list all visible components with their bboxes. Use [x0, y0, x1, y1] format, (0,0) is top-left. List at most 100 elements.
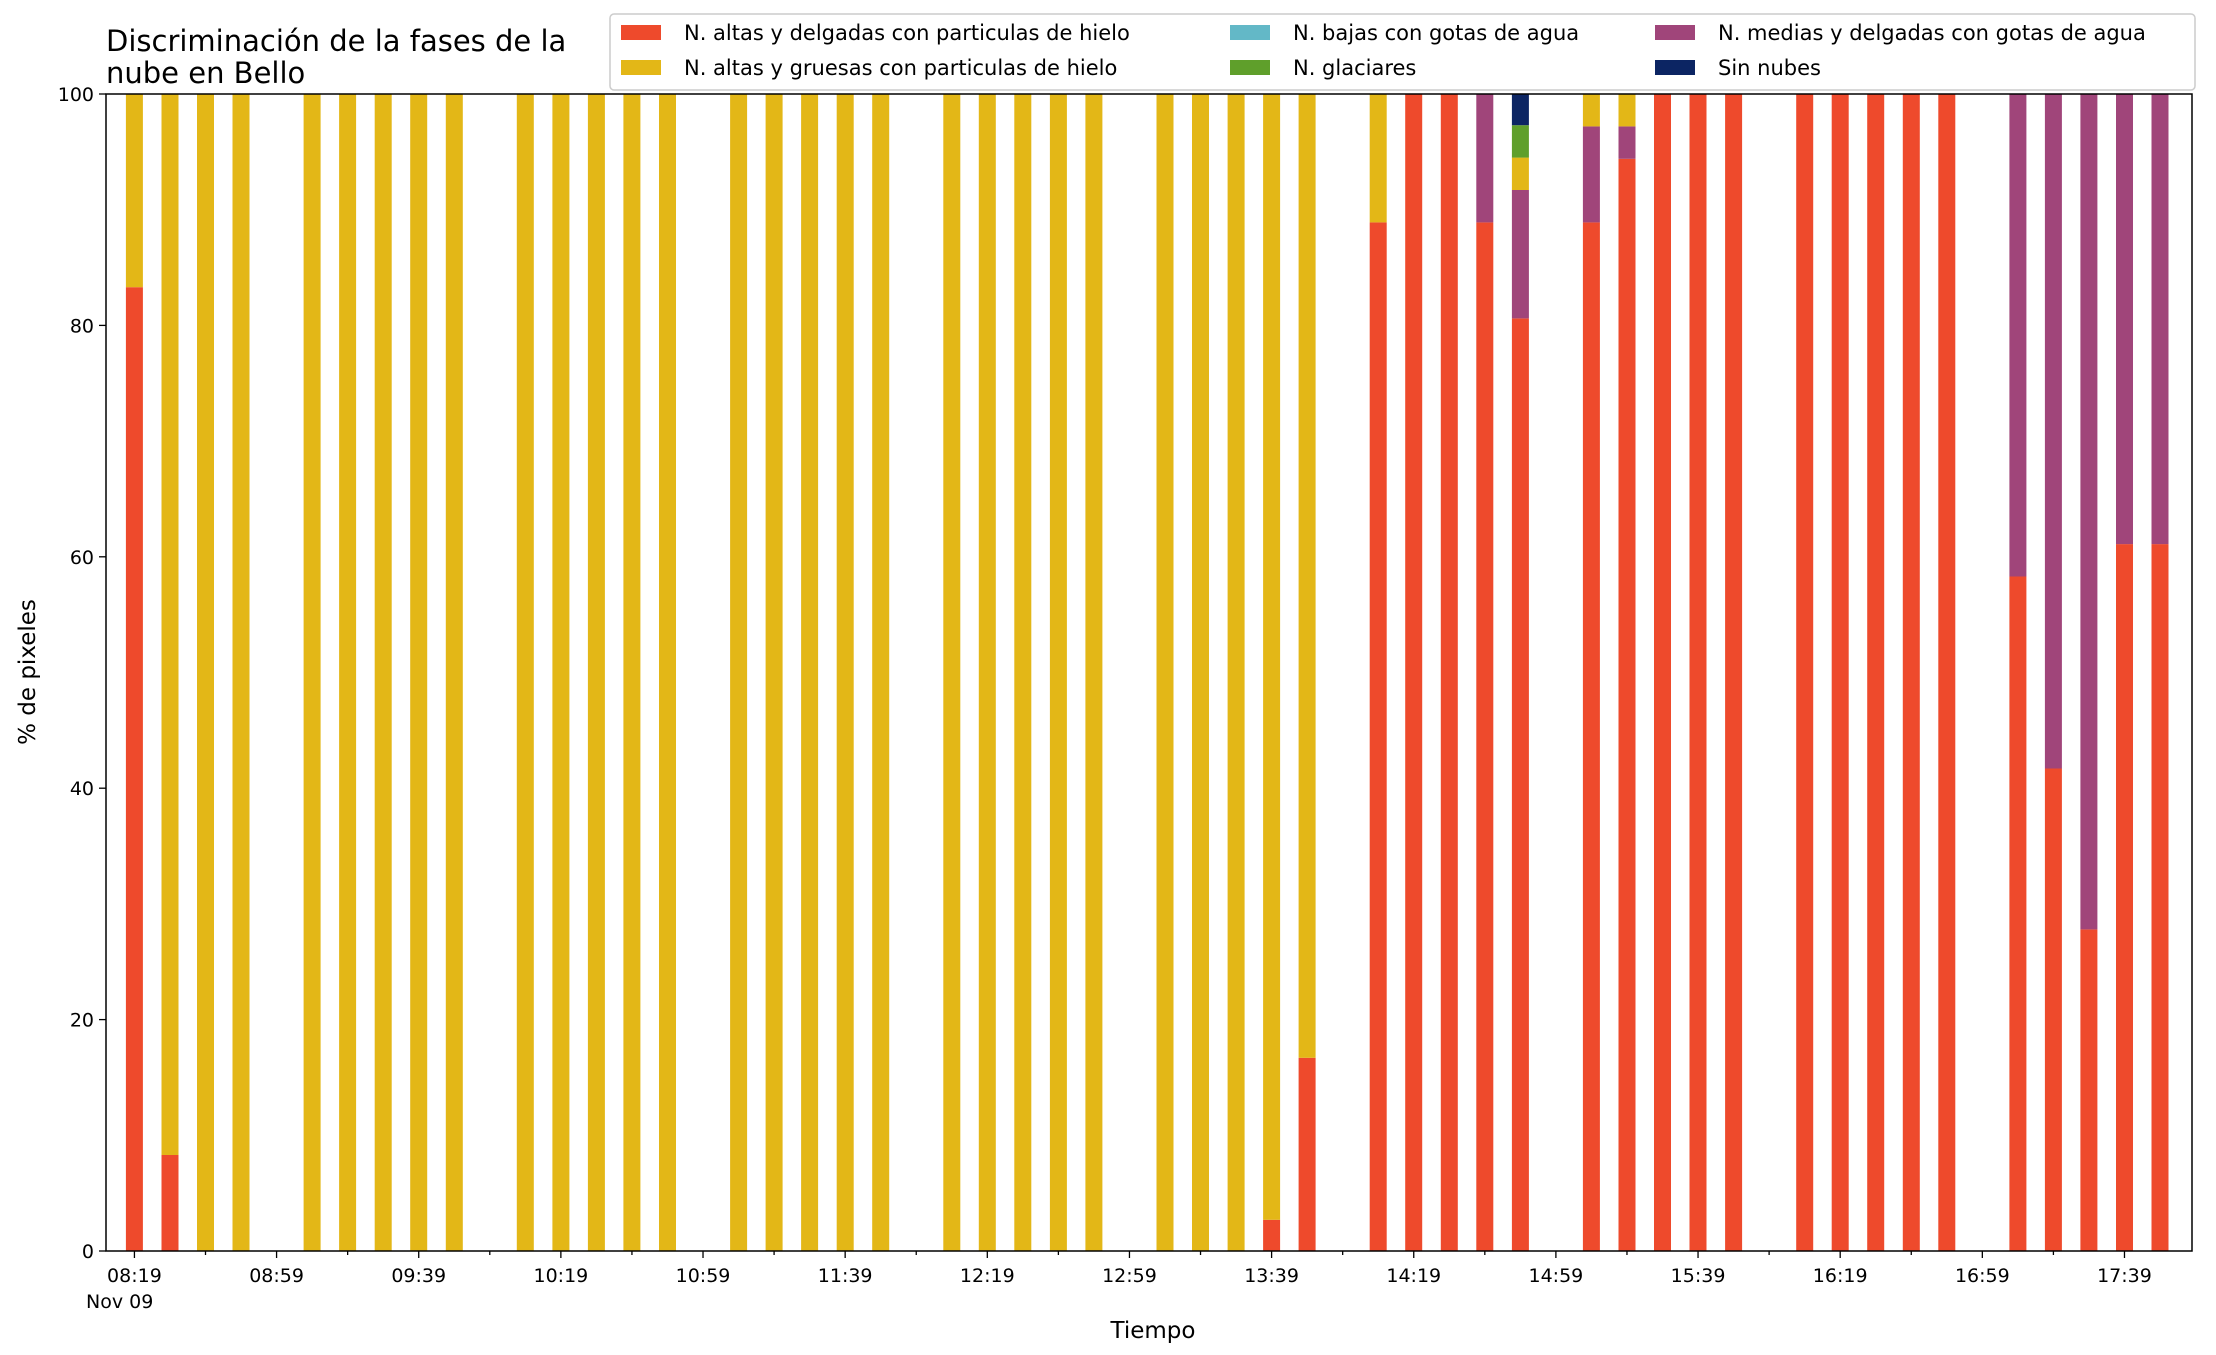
x-tick-label: 14:59 — [1529, 1265, 1584, 1287]
bar-segment-1329-s3 — [1227, 94, 1245, 1251]
x-tick-label: 11:39 — [818, 1265, 873, 1287]
bar-segment-0849-s3 — [232, 94, 250, 1251]
bar-segment-1029-s3 — [587, 94, 605, 1251]
bar-segment-1009-s3 — [516, 94, 534, 1251]
bar-segment-0909-s3 — [303, 94, 321, 1251]
bar-segment-1739-s0 — [2116, 544, 2133, 1251]
bar-segment-1309-s3 — [1156, 94, 1174, 1251]
bar-segment-0919-s3 — [339, 94, 357, 1251]
bar-segment-1449-s2 — [1511, 190, 1529, 319]
chart-title-line-2: nube en Bello — [106, 56, 305, 90]
bar-segment-1339-s3 — [1263, 94, 1281, 1220]
legend-label: N. bajas con gotas de agua — [1293, 21, 1579, 45]
legend: N. altas y delgadas con particulas de hi… — [609, 13, 2196, 91]
bar-segment-1519-s2 — [1618, 126, 1636, 159]
chart-title-line-1: Discriminación de la fases de la — [106, 24, 566, 58]
bar-segment-0819-s3 — [125, 94, 143, 288]
bar-segment-1239-s3 — [1049, 94, 1067, 1251]
bar-segment-1519-s3 — [1618, 94, 1636, 127]
bar-segment-1509-s3 — [1582, 94, 1600, 127]
x-axis-label: Tiempo — [1110, 1318, 1196, 1344]
bar-segment-0819-s0 — [125, 287, 143, 1251]
bar-segment-1709-s0 — [2009, 576, 2027, 1251]
bar-segment-1529-s0 — [1654, 94, 1671, 1251]
x-tick-label: 10:19 — [533, 1265, 588, 1287]
legend-frame — [609, 13, 2196, 91]
bar-stacks — [125, 94, 2169, 1251]
bar-segment-1349-s0 — [1298, 1057, 1316, 1251]
x-tick-label: 17:39 — [2097, 1265, 2152, 1287]
bar-segment-0829-s0 — [161, 1155, 179, 1251]
legend-label: N. altas y delgadas con particulas de hi… — [684, 21, 1130, 45]
bar-segment-1449-s4 — [1511, 125, 1529, 158]
legend-label: N. glaciares — [1293, 56, 1416, 80]
bar-segment-1649-s0 — [1938, 94, 1956, 1251]
legend-swatch — [621, 25, 661, 40]
bar-segment-1219-s3 — [978, 94, 996, 1251]
bar-segment-1449-s0 — [1511, 318, 1529, 1251]
bar-segment-1139-s3 — [836, 94, 854, 1251]
bar-segment-1019-s3 — [552, 94, 570, 1251]
bar-segment-1719-s0 — [2044, 768, 2062, 1251]
plot-frame — [105, 93, 2193, 1252]
bar-segment-1149-s3 — [872, 94, 890, 1251]
bar-segment-1629-s0 — [1867, 94, 1885, 1251]
bar-segment-1749-s2 — [2151, 94, 2169, 545]
x-tick-label: 08:59 — [249, 1265, 304, 1287]
y-tick-label: 80 — [70, 315, 94, 337]
x-axis: 08:19 08:59 09:39 10:19 10:59 11:39 12:19 12:59… — [107, 1251, 2152, 1287]
y-tick-label: 100 — [58, 84, 94, 106]
legend-swatch — [1655, 60, 1695, 75]
x-date-label: Nov 09 — [86, 1291, 153, 1313]
bar-segment-1509-s2 — [1582, 126, 1600, 223]
bar-segment-1109-s3 — [730, 94, 748, 1251]
bar-segment-1719-s2 — [2044, 94, 2062, 769]
bar-segment-1439-s2 — [1476, 94, 1494, 223]
bar-segment-1049-s3 — [659, 94, 676, 1251]
x-tick-label: 09:39 — [391, 1265, 446, 1287]
bar-segment-0829-s3 — [161, 94, 179, 1155]
bar-segment-1729-s0 — [2080, 929, 2098, 1251]
bar-segment-1119-s3 — [765, 94, 783, 1251]
bar-segment-1409-s3 — [1369, 94, 1387, 223]
bar-segment-1539-s0 — [1689, 94, 1707, 1251]
legend-label: N. medias y delgadas con gotas de agua — [1718, 21, 2146, 45]
x-tick-label: 16:59 — [1955, 1265, 2010, 1287]
bar-segment-1449-s3 — [1511, 157, 1529, 190]
x-tick-label: 15:39 — [1671, 1265, 1726, 1287]
bar-segment-1509-s0 — [1582, 222, 1600, 1251]
y-tick-label: 20 — [70, 1010, 94, 1032]
bar-segment-1409-s0 — [1369, 222, 1387, 1251]
bar-segment-1339-s0 — [1263, 1219, 1281, 1251]
legend-swatch — [621, 60, 661, 75]
legend-swatch — [1655, 25, 1695, 40]
bar-segment-1349-s3 — [1298, 94, 1316, 1058]
bar-segment-1209-s3 — [943, 94, 961, 1251]
bar-segment-1609-s0 — [1796, 94, 1814, 1251]
bar-segment-1429-s0 — [1440, 94, 1458, 1251]
y-axis-label: % de pixeles — [15, 599, 41, 745]
bar-segment-1039-s3 — [623, 94, 641, 1251]
bar-segment-1729-s2 — [2080, 94, 2098, 930]
bar-segment-0949-s3 — [445, 94, 463, 1251]
bar-segment-1619-s0 — [1831, 94, 1849, 1251]
bar-segment-1319-s3 — [1192, 94, 1209, 1251]
y-tick-label: 0 — [82, 1241, 94, 1263]
bar-segment-0939-s3 — [410, 94, 428, 1251]
x-tick-label: 10:59 — [676, 1265, 731, 1287]
x-tick-label: 14:19 — [1386, 1265, 1441, 1287]
y-tick-label: 40 — [70, 778, 94, 800]
legend-swatch — [1230, 25, 1270, 40]
bar-segment-1419-s0 — [1405, 94, 1423, 1251]
bar-segment-1129-s3 — [801, 94, 819, 1251]
x-tick-label: 08:19 — [107, 1265, 162, 1287]
y-axis: 0 20 40 60 80 100 — [58, 84, 106, 1263]
bar-segment-0929-s3 — [374, 94, 392, 1251]
bar-segment-1439-s0 — [1476, 222, 1494, 1251]
bar-segment-1229-s3 — [1014, 94, 1032, 1251]
y-tick-label: 60 — [70, 547, 94, 569]
legend-swatch — [1230, 60, 1270, 75]
bar-segment-0839-s3 — [197, 94, 214, 1251]
bar-segment-1709-s2 — [2009, 94, 2027, 577]
